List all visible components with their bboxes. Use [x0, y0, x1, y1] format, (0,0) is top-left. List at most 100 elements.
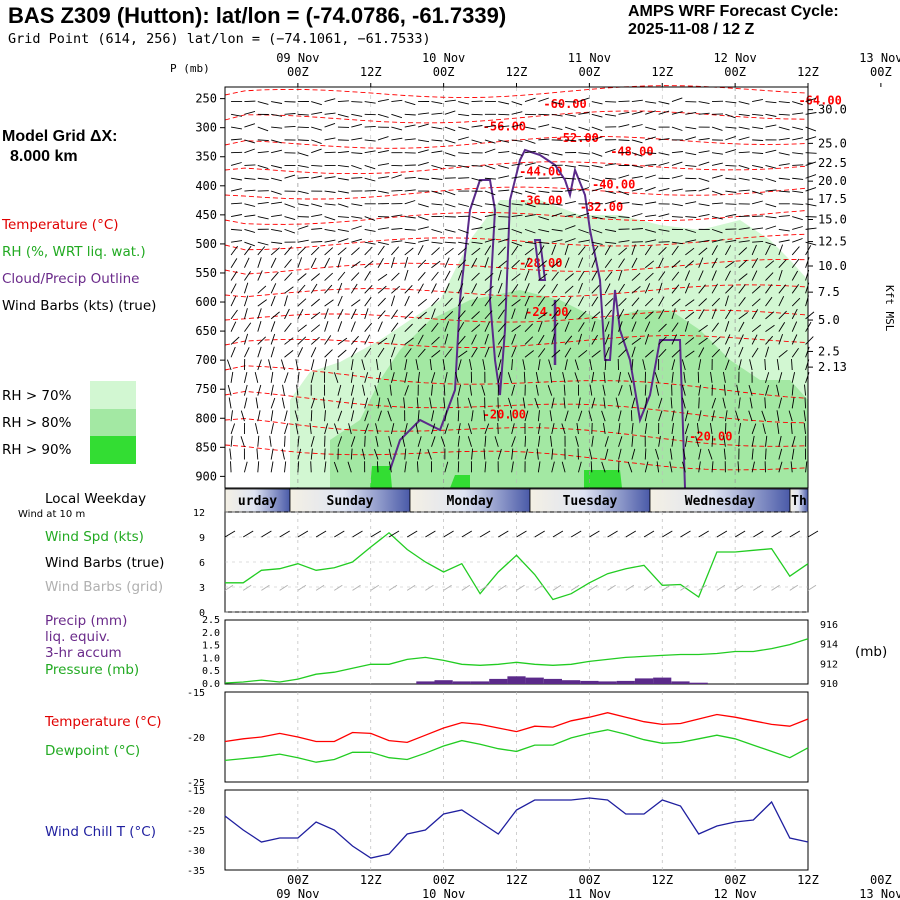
- wind-barb: [240, 436, 245, 447]
- wind-barb: [373, 449, 379, 460]
- wind-barb: [618, 190, 630, 196]
- wind-barb: [644, 245, 652, 256]
- wind-barb: [685, 165, 697, 167]
- wind-barb: [644, 272, 654, 281]
- height-tick-label: 25.0: [818, 136, 847, 150]
- wind-barb: [244, 322, 252, 332]
- wind-barb: [257, 435, 260, 447]
- wind-barb: [337, 177, 349, 181]
- wind-barb: [698, 150, 710, 154]
- wind-barb: [591, 435, 594, 447]
- precip-liq-label: liq. equiv.: [45, 629, 111, 645]
- wind-barb: [431, 260, 441, 269]
- wind-barb: [792, 216, 803, 221]
- wind-barb: [457, 270, 463, 281]
- wind-barb: [618, 269, 623, 281]
- wind-barb: [551, 448, 554, 460]
- surface-wind-barb: [625, 530, 637, 538]
- wind-barb: [618, 283, 625, 294]
- wind-barb: [605, 228, 617, 232]
- wind-barb: [324, 239, 336, 243]
- weekday-label: Sunday: [327, 494, 374, 509]
- surface-wind-barb: [279, 530, 290, 538]
- wind-barbs-true-label: Wind Barbs (true): [45, 555, 165, 571]
- wind-barb: [361, 359, 366, 371]
- wind-barb: [324, 228, 336, 232]
- wind-barb: [791, 334, 798, 345]
- wind-barb: [792, 226, 803, 230]
- wind-barb: [671, 203, 683, 207]
- wind-barb: [711, 126, 723, 131]
- wind-barb: [511, 324, 521, 333]
- wind-barb: [230, 214, 242, 218]
- temperature-contour-label: -28.00: [519, 256, 562, 270]
- wind-barb: [685, 190, 697, 192]
- wind-barb: [538, 97, 549, 102]
- wind-barb: [537, 359, 541, 371]
- wind-barb: [658, 296, 665, 307]
- wind-barb: [351, 238, 363, 243]
- wind-barb: [604, 258, 613, 269]
- grid-wind-barb: [698, 584, 707, 591]
- wind-barb: [230, 126, 242, 130]
- wind-barb: [254, 423, 259, 435]
- wind-barb: [418, 112, 430, 115]
- wind-barb: [685, 260, 694, 269]
- wind-barb: [601, 461, 606, 473]
- wind-barb: [350, 335, 359, 345]
- wind-barb: [404, 247, 414, 256]
- wind-barb: [671, 298, 681, 307]
- wind-barb: [765, 448, 767, 460]
- wind-barb: [805, 187, 817, 192]
- wind-barb: [524, 323, 534, 332]
- wind-barb: [364, 190, 376, 192]
- wind-barb: [591, 177, 603, 182]
- grid-wind-barb: [662, 584, 671, 591]
- wind-barb: [431, 283, 437, 294]
- top-hour-label: 12Z: [651, 65, 673, 79]
- surface-wind-barb: [461, 530, 473, 538]
- wind-barb: [538, 152, 550, 156]
- wind-barb: [244, 164, 256, 166]
- wind-barb: [549, 410, 553, 422]
- wind-barb: [271, 165, 283, 169]
- wind-barb: [404, 228, 416, 231]
- wind-barb: [805, 161, 817, 166]
- wind-barb: [685, 216, 697, 218]
- wind-barb: [444, 348, 453, 358]
- wind-barb: [281, 397, 285, 409]
- precip-label: Precip (mm): [45, 613, 128, 629]
- wind-barb: [565, 189, 577, 192]
- wind-barb: [804, 384, 807, 396]
- wind-barb: [511, 461, 514, 473]
- wind-barb: [444, 110, 456, 115]
- wind-barb: [578, 257, 584, 268]
- wind-barb: [324, 335, 332, 345]
- height-tick-label: 10.0: [818, 259, 847, 273]
- wind-barb: [444, 99, 456, 102]
- top-date-label: 11 Nov: [568, 51, 611, 65]
- height-tick-label: 2.13: [818, 360, 847, 374]
- precip-bar: [598, 681, 617, 684]
- wind-barb: [778, 322, 786, 332]
- wind-barb: [231, 177, 242, 181]
- wind-barb: [351, 165, 362, 170]
- wind-barb: [497, 422, 499, 434]
- wind-barb: [350, 436, 356, 447]
- grid-wind-barb: [261, 584, 270, 591]
- temperature-contour: [224, 284, 806, 298]
- wind-barb: [457, 461, 460, 473]
- wind-barb: [645, 239, 657, 243]
- wind-barb: [431, 165, 443, 169]
- wind-barb: [749, 359, 753, 371]
- wind-barb: [244, 228, 256, 233]
- wind-barb: [391, 126, 403, 131]
- precip-bar: [616, 680, 635, 684]
- bottom-hour-label: 12Z: [360, 873, 382, 887]
- wind-barb: [511, 346, 517, 358]
- wind-barb: [524, 162, 536, 166]
- wind-barb: [364, 246, 373, 256]
- wind-barb: [458, 203, 470, 207]
- wind-barb: [524, 283, 530, 294]
- wind-barb: [765, 272, 774, 281]
